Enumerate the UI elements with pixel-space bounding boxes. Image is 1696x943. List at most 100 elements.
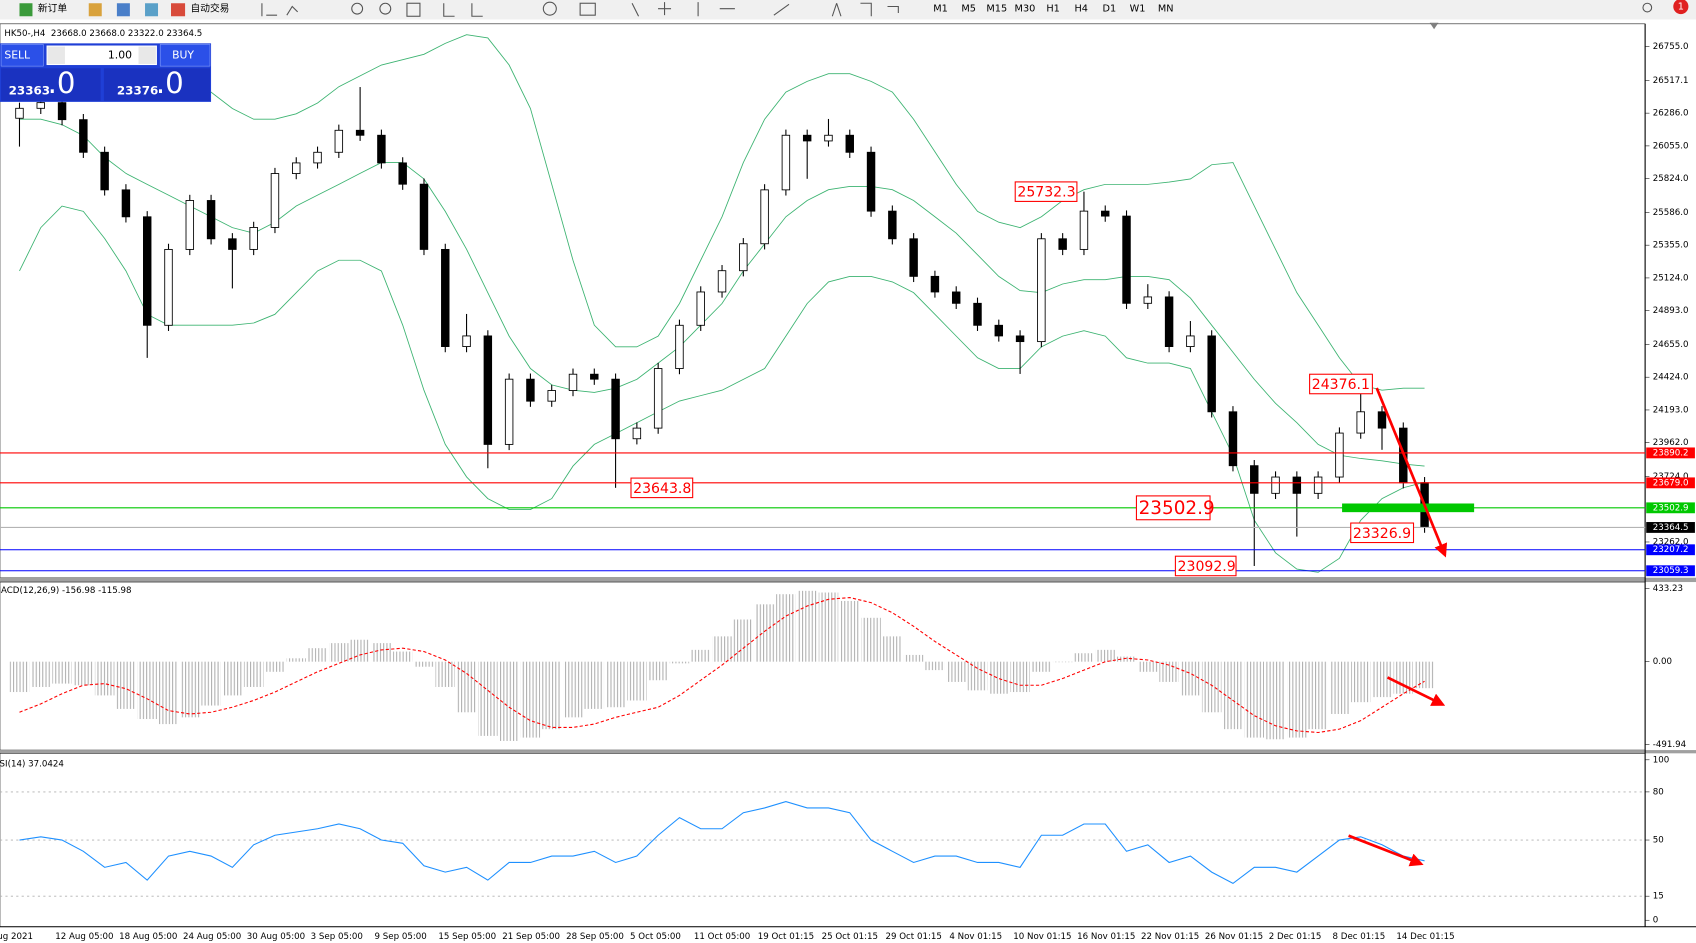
macd-bar xyxy=(1138,661,1158,672)
price-annotation-box xyxy=(1174,555,1237,577)
timeframe-button[interactable]: M15 xyxy=(986,4,1007,15)
candle-body xyxy=(228,238,237,250)
timeframe-button[interactable]: M1 xyxy=(933,4,948,15)
y-tick-label: 433.23 xyxy=(1653,584,1683,594)
candle-body xyxy=(930,275,940,293)
support-zone xyxy=(1342,503,1475,513)
sell-button[interactable] xyxy=(0,44,44,67)
y-tick-label: 100 xyxy=(1653,755,1670,765)
macd-bar xyxy=(776,594,796,662)
lot-input[interactable] xyxy=(46,45,157,66)
x-tick-label: 11 Oct 05:00 xyxy=(694,932,750,942)
y-tick-label: 80 xyxy=(1653,787,1664,797)
tile[interactable] xyxy=(406,2,421,17)
candle-body xyxy=(398,162,407,185)
candle-body xyxy=(313,151,322,164)
bollinger-band xyxy=(19,34,1425,391)
candle-body xyxy=(866,151,876,212)
macd-bar xyxy=(861,617,881,662)
macd-bar xyxy=(648,661,668,681)
sell-label: SELL xyxy=(4,48,30,61)
candle-body xyxy=(675,324,684,369)
macd-bar xyxy=(1244,661,1265,738)
price-annotation: 23643.8 xyxy=(633,481,691,497)
sell-price: 23363 xyxy=(9,84,50,98)
new-order-button[interactable]: 新订单 xyxy=(38,2,67,15)
candle-body xyxy=(1207,335,1216,413)
macd-bar xyxy=(712,636,732,662)
trend-arrow xyxy=(1375,387,1448,558)
price-level-tag xyxy=(1646,447,1695,459)
candle-body xyxy=(206,200,216,240)
templates[interactable] xyxy=(579,2,596,16)
macd-bar xyxy=(499,661,519,741)
timeframe-button[interactable]: MN xyxy=(1158,4,1174,15)
macd-bar xyxy=(1393,661,1414,694)
candle-body xyxy=(526,378,535,402)
price-level-tag xyxy=(1646,522,1695,533)
macd-bar xyxy=(541,661,562,730)
macd-bar xyxy=(1265,661,1286,740)
candle-body xyxy=(36,102,45,109)
lot-down[interactable] xyxy=(47,46,65,64)
timeframes: M1 M5 M15 M30 H1 H4 D1 W1 MN xyxy=(933,4,1173,15)
notification-badge[interactable] xyxy=(1673,0,1689,15)
candle-body xyxy=(909,238,918,277)
timeframe-button[interactable]: M5 xyxy=(961,4,976,15)
y-tick-label: 23724.0 xyxy=(1653,472,1689,482)
candle-body xyxy=(568,373,578,391)
new-order-icon[interactable] xyxy=(19,3,33,17)
timeframe-button[interactable]: H4 xyxy=(1074,4,1088,15)
timeframe-button[interactable]: D1 xyxy=(1103,4,1117,15)
chart-tools xyxy=(443,3,483,17)
buy-label: BUY xyxy=(172,48,194,61)
zoom-out[interactable] xyxy=(379,2,392,15)
lot-up[interactable] xyxy=(138,46,156,64)
candle-body xyxy=(1122,215,1131,304)
buy-button[interactable] xyxy=(159,44,211,67)
candle-body xyxy=(888,210,897,240)
x-tick-label: 22 Nov 01:15 xyxy=(1141,932,1199,942)
price-annotation: 23502.9 xyxy=(1139,498,1215,519)
candle-body xyxy=(57,102,67,121)
candle-body xyxy=(1101,210,1110,217)
price-panel xyxy=(0,23,1646,578)
tool-icon[interactable] xyxy=(116,3,130,17)
timeframe-button[interactable]: M30 xyxy=(1015,4,1036,15)
x-tick-label: 10 Nov 01:15 xyxy=(1013,932,1071,942)
candle-body xyxy=(164,248,173,326)
y-tick-label: 50 xyxy=(1653,836,1664,846)
macd-bar xyxy=(1350,661,1371,703)
macd-bar xyxy=(840,600,860,662)
macd-bar xyxy=(584,661,605,709)
sell-price-box[interactable] xyxy=(1,68,101,101)
lot-value: 1.00 xyxy=(108,48,132,61)
search[interactable] xyxy=(1642,2,1653,13)
tool-icon[interactable] xyxy=(145,3,159,17)
macd-bar xyxy=(201,661,221,706)
y-tick-label: 26286.0 xyxy=(1653,109,1689,119)
macd-bar xyxy=(371,643,392,662)
macd-bar xyxy=(435,661,456,687)
auto-trading-icon[interactable] xyxy=(171,3,186,17)
candle-body xyxy=(270,173,280,228)
y-tick-label: 25824.0 xyxy=(1653,174,1689,184)
zoom-in[interactable] xyxy=(351,2,364,15)
drawing-tools[interactable] xyxy=(631,2,899,17)
auto-trading-button[interactable]: 自动交易 xyxy=(190,2,229,15)
y-tick-label: 24424.0 xyxy=(1653,373,1689,383)
candle-body xyxy=(121,189,131,218)
timeframe-button[interactable]: H1 xyxy=(1046,4,1060,15)
periods[interactable] xyxy=(542,1,557,16)
candle-body xyxy=(1335,432,1344,478)
panel-title: HK50-,H4 23668.0 23668.0 23322.0 23364.5 xyxy=(4,29,202,39)
x-tick-label: 18 Aug 05:00 xyxy=(119,932,177,942)
tool-icon[interactable] xyxy=(88,3,102,17)
buy-price-box[interactable] xyxy=(103,68,210,101)
price-annotation-box xyxy=(1350,522,1415,544)
candle-body xyxy=(611,378,620,440)
candle-body xyxy=(802,134,812,142)
x-tick-label: 4 Nov 01:15 xyxy=(949,932,1002,942)
timeframe-button[interactable]: W1 xyxy=(1130,4,1146,15)
